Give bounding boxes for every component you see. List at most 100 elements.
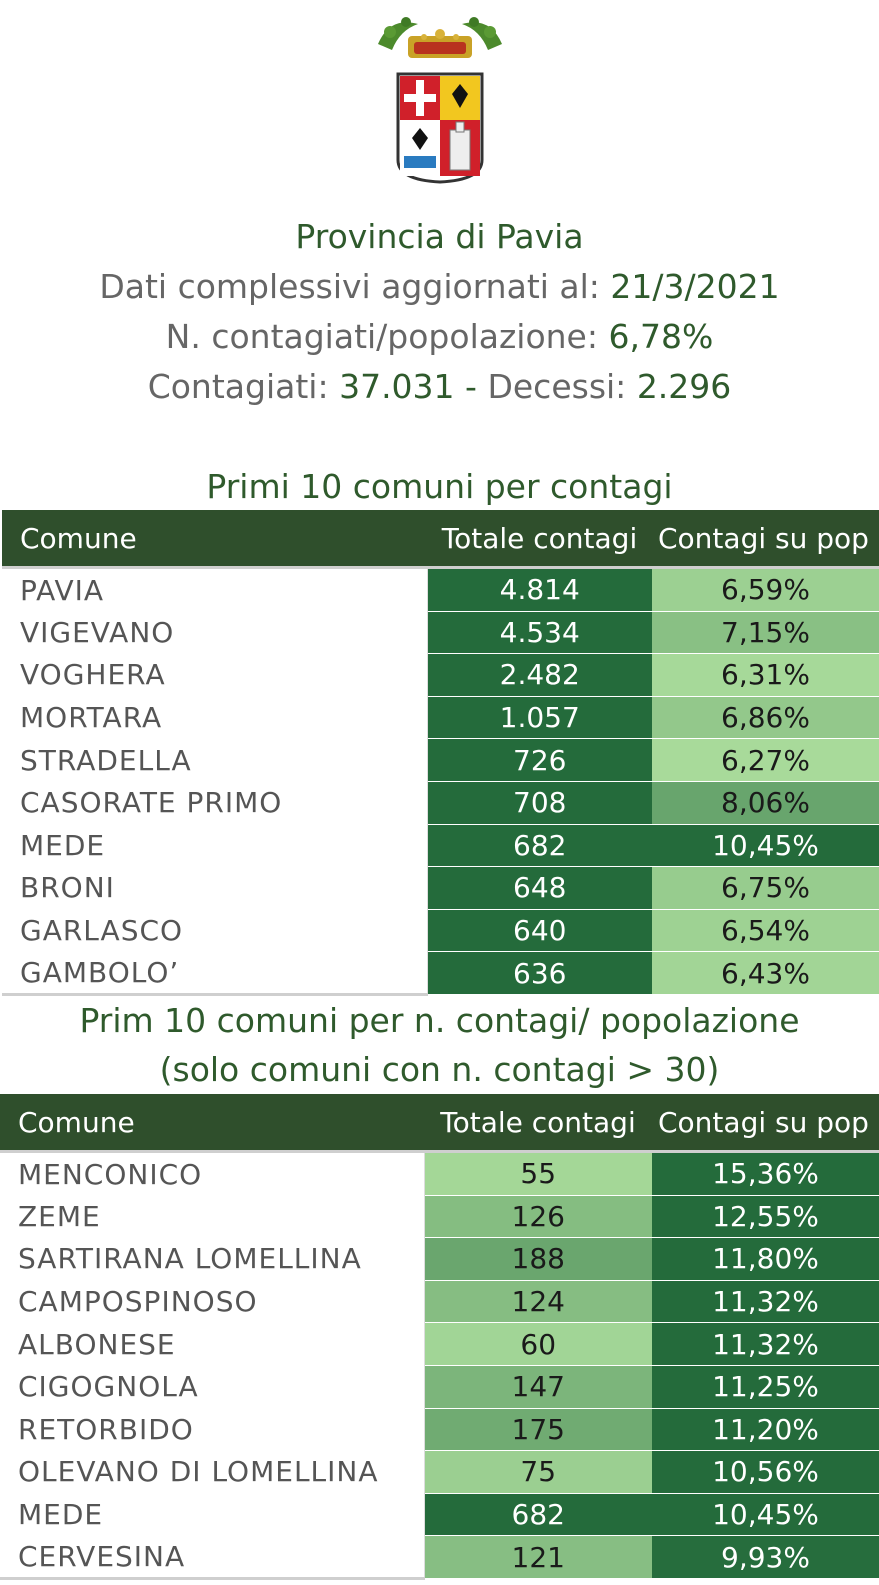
column-header-totale[interactable]: Totale contagi xyxy=(424,1094,652,1152)
cell-comune: BRONI xyxy=(2,866,428,910)
cell-totale-contagi: 147 xyxy=(424,1365,652,1409)
table-row: RETORBIDO 175 11,20% xyxy=(0,1408,879,1452)
cell-contagi-su-pop: 8,06% xyxy=(652,781,879,825)
cell-contagi-su-pop: 11,25% xyxy=(652,1365,879,1409)
cell-totale-contagi: 636 xyxy=(427,951,652,996)
table-row: CAMPOSPINOSO 124 11,32% xyxy=(0,1280,879,1324)
table-row: OLEVANO DI LOMELLINA 75 10,56% xyxy=(0,1450,879,1494)
table-row: ZEME 126 12,55% xyxy=(0,1195,879,1239)
ratio-label: N. contagiati/popolazione: xyxy=(165,317,598,356)
cell-totale-contagi: 708 xyxy=(427,781,652,825)
column-header-perc[interactable]: Contagi su pop xyxy=(652,1094,879,1152)
cell-comune: ALBONESE xyxy=(0,1322,425,1366)
cell-totale-contagi: 4.814 xyxy=(427,566,652,612)
ratio-line: N. contagiati/popolazione: 6,78% xyxy=(0,312,879,362)
table-row: GARLASCO 640 6,54% xyxy=(2,909,879,953)
table-header-row: Comune Totale contagi Contagi su pop xyxy=(2,510,879,568)
table-row: VOGHERA 2.482 6,31% xyxy=(2,653,879,697)
cell-contagi-su-pop: 10,56% xyxy=(652,1450,879,1494)
table1-title: Primi 10 comuni per contagi xyxy=(206,467,673,506)
cell-contagi-su-pop: 6,75% xyxy=(652,866,879,910)
table-row: GAMBOLO’ 636 6,43% xyxy=(2,951,879,997)
cell-comune: MEDE xyxy=(2,824,428,867)
cell-contagi-su-pop: 7,15% xyxy=(652,611,879,655)
table-row: ALBONESE 60 11,32% xyxy=(0,1322,879,1366)
table-row: STRADELLA 726 6,27% xyxy=(2,738,879,782)
column-header-perc[interactable]: Contagi su pop xyxy=(652,510,879,568)
update-date: 21/3/2021 xyxy=(610,267,780,306)
cell-totale-contagi: 124 xyxy=(424,1280,652,1324)
cases-line: Contagiati: 37.031 - Decessi: 2.296 xyxy=(0,362,879,412)
cell-totale-contagi: 188 xyxy=(424,1237,652,1281)
cell-comune: MEDE xyxy=(0,1493,425,1536)
deaths-label: Decessi: xyxy=(487,367,627,406)
cell-contagi-su-pop: 6,43% xyxy=(652,951,879,996)
cell-comune: CASORATE PRIMO xyxy=(2,781,428,825)
cell-totale-contagi: 682 xyxy=(424,1493,652,1537)
cell-comune: STRADELLA xyxy=(2,738,428,782)
cell-comune: CERVESINA xyxy=(0,1535,425,1581)
cell-totale-contagi: 75 xyxy=(424,1450,652,1494)
cell-comune: VIGEVANO xyxy=(2,611,428,654)
cell-contagi-su-pop: 6,31% xyxy=(652,653,879,697)
separator: - xyxy=(465,367,477,406)
cell-contagi-su-pop: 6,86% xyxy=(652,696,879,740)
cell-totale-contagi: 726 xyxy=(427,738,652,782)
table-row: CERVESINA 121 9,93% xyxy=(0,1535,879,1581)
table-row: CASORATE PRIMO 708 8,06% xyxy=(2,781,879,825)
column-header-comune[interactable]: Comune xyxy=(0,1094,424,1152)
cell-comune: PAVIA xyxy=(2,566,428,612)
table-row: MENCONICO 55 15,36% xyxy=(0,1150,879,1196)
cell-contagi-su-pop: 11,32% xyxy=(652,1280,879,1324)
cell-totale-contagi: 682 xyxy=(427,824,652,868)
cell-contagi-su-pop: 11,20% xyxy=(652,1408,879,1452)
deaths-value: 2.296 xyxy=(636,367,732,406)
cell-comune: RETORBIDO xyxy=(0,1408,425,1451)
table-row: MEDE 682 10,45% xyxy=(0,1493,879,1537)
cell-contagi-su-pop: 6,59% xyxy=(652,566,879,612)
cell-contagi-su-pop: 6,54% xyxy=(652,909,879,953)
cell-comune: MORTARA xyxy=(2,696,428,739)
table1-body: PAVIA 4.814 6,59% VIGEVANO 4.534 7,15% VOGHERA… xyxy=(2,566,879,997)
column-header-totale[interactable]: Totale contagi xyxy=(427,510,652,568)
cell-contagi-su-pop: 12,55% xyxy=(652,1195,879,1239)
cell-comune: OLEVANO DI LOMELLINA xyxy=(0,1450,425,1494)
cell-totale-contagi: 640 xyxy=(427,909,652,953)
cell-totale-contagi: 126 xyxy=(424,1195,652,1239)
cell-contagi-su-pop: 15,36% xyxy=(652,1150,879,1196)
cell-totale-contagi: 121 xyxy=(424,1535,652,1580)
cell-comune: CAMPOSPINOSO xyxy=(0,1280,425,1323)
column-header-comune[interactable]: Comune xyxy=(2,510,427,568)
cell-contagi-su-pop: 10,45% xyxy=(652,824,879,868)
table-row: MEDE 682 10,45% xyxy=(2,824,879,868)
cell-comune: MENCONICO xyxy=(0,1150,425,1196)
cell-contagi-su-pop: 9,93% xyxy=(652,1535,879,1580)
cell-totale-contagi: 648 xyxy=(427,866,652,910)
cell-totale-contagi: 4.534 xyxy=(427,611,652,655)
update-label: Dati complessivi aggiornati al: xyxy=(99,267,600,306)
cell-comune: GAMBOLO’ xyxy=(2,951,428,997)
cell-comune: SARTIRANA LOMELLINA xyxy=(0,1237,425,1281)
cell-comune: ZEME xyxy=(0,1195,425,1238)
table-top-cases: Comune Totale contagi Contagi su pop PAV… xyxy=(2,510,879,997)
table-top-ratio: Comune Totale contagi Contagi su pop MEN… xyxy=(0,1094,879,1581)
cell-totale-contagi: 1.057 xyxy=(427,696,652,740)
ratio-value: 6,78% xyxy=(608,317,714,356)
cases-label: Contagiati: xyxy=(147,367,329,406)
cell-comune: GARLASCO xyxy=(2,909,428,952)
cell-contagi-su-pop: 11,80% xyxy=(652,1237,879,1281)
province-coat-of-arms xyxy=(378,17,502,184)
cell-totale-contagi: 55 xyxy=(424,1150,652,1196)
cell-totale-contagi: 60 xyxy=(424,1322,652,1366)
table-row: MORTARA 1.057 6,86% xyxy=(2,696,879,740)
cell-totale-contagi: 2.482 xyxy=(427,653,652,697)
table-row: SARTIRANA LOMELLINA 188 11,80% xyxy=(0,1237,879,1281)
cell-totale-contagi: 175 xyxy=(424,1408,652,1452)
table-row: PAVIA 4.814 6,59% xyxy=(2,566,879,612)
update-line: Dati complessivi aggiornati al: 21/3/202… xyxy=(0,262,879,312)
table-row: VIGEVANO 4.534 7,15% xyxy=(2,611,879,655)
table2-body: MENCONICO 55 15,36% ZEME 126 12,55% SARTIRANA … xyxy=(0,1150,879,1581)
table2-title-line1: Prim 10 comuni per n. contagi/ popolazio… xyxy=(79,1001,800,1040)
table-row: CIGOGNOLA 147 11,25% xyxy=(0,1365,879,1409)
table-row: BRONI 648 6,75% xyxy=(2,866,879,910)
